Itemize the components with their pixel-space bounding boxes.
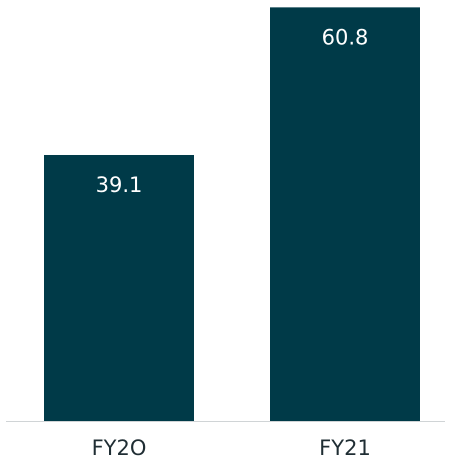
x-tick-labels-layer: FY2O FY21: [92, 436, 371, 460]
x-tick-label: FY21: [319, 436, 371, 460]
bars-layer: [44, 7, 420, 421]
x-tick-label: FY2O: [92, 436, 147, 460]
bar-fy21: [270, 7, 420, 421]
value-labels-layer: 39.1 60.8: [96, 25, 369, 197]
bar-value-label: 60.8: [322, 25, 369, 49]
bar-fy2o: [44, 154, 194, 421]
bar-value-label: 39.1: [96, 173, 143, 197]
